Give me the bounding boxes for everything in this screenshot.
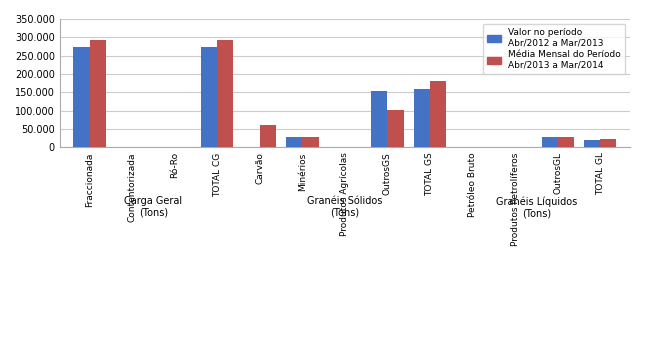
- Bar: [303, 137, 319, 147]
- Bar: [217, 40, 233, 147]
- Bar: [90, 40, 106, 147]
- Text: Granéis Líquidos
(Tons): Granéis Líquidos (Tons): [496, 196, 577, 218]
- Bar: [558, 137, 574, 147]
- Bar: [201, 47, 217, 147]
- Bar: [260, 125, 276, 147]
- Bar: [372, 91, 388, 147]
- Text: Carga Geral
(Tons): Carga Geral (Tons): [124, 196, 183, 218]
- Legend: Valor no período
Abr/2012 a Mar/2013, Média Mensal do Período
Abr/2013 a Mar/201: Valor no período Abr/2012 a Mar/2013, Mé…: [483, 23, 626, 74]
- Bar: [584, 140, 600, 147]
- Bar: [600, 139, 617, 147]
- Bar: [74, 47, 90, 147]
- Bar: [388, 110, 404, 147]
- Bar: [414, 89, 430, 147]
- Bar: [430, 81, 446, 147]
- Bar: [542, 137, 558, 147]
- Text: Granéis Sólidos
(Tons): Granéis Sólidos (Tons): [307, 196, 382, 218]
- Bar: [286, 137, 303, 147]
